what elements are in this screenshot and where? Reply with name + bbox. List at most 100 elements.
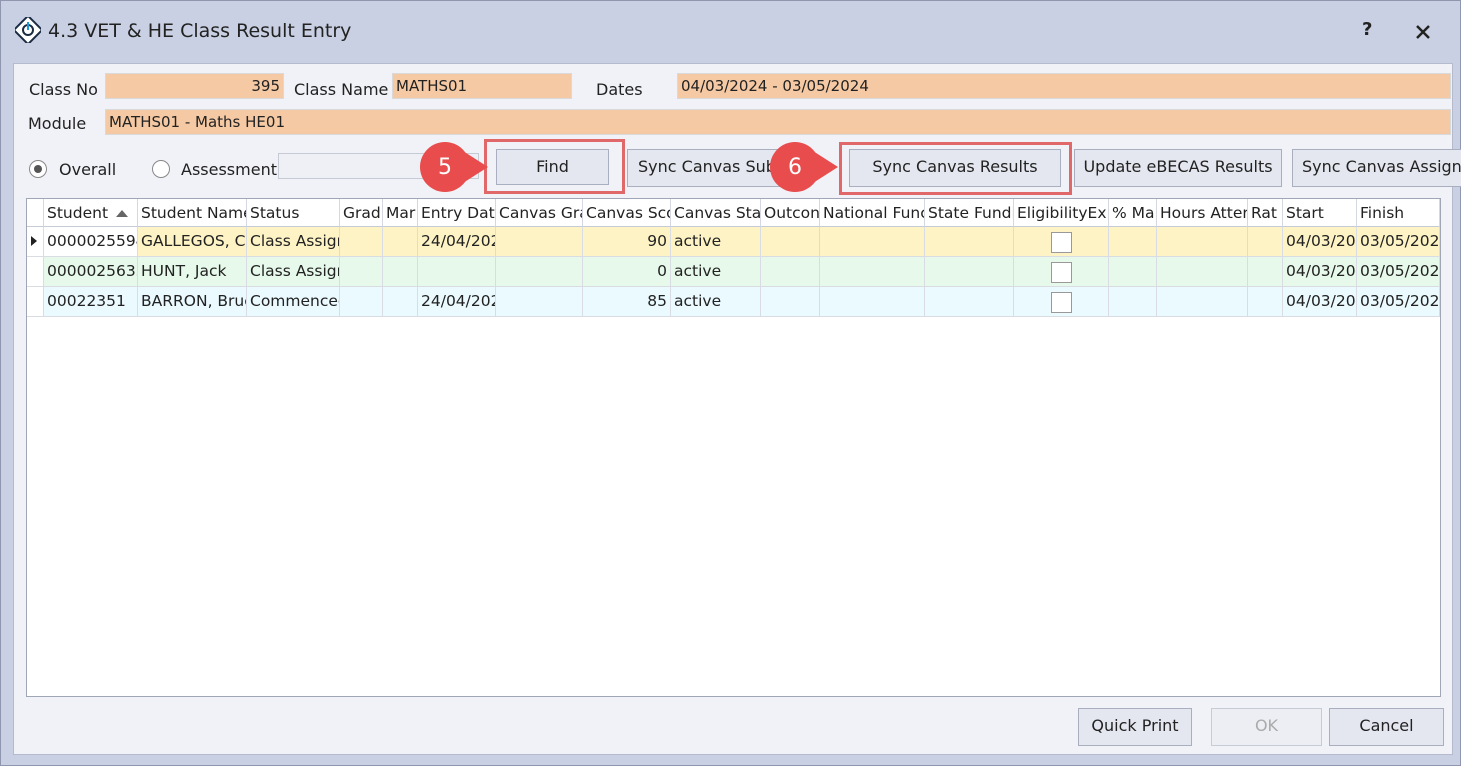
column-header[interactable]: Finish	[1357, 199, 1440, 227]
grid-cell[interactable]	[418, 257, 496, 287]
grid-cell[interactable]: Class Assign	[247, 227, 340, 257]
grid-cell[interactable]: Class Assign	[247, 257, 340, 287]
column-header[interactable]: % Ma	[1109, 199, 1157, 227]
grid-cell[interactable]: active	[671, 287, 761, 317]
grid-cell[interactable]	[383, 227, 418, 257]
checkbox[interactable]	[1051, 232, 1072, 253]
label: Class Name	[294, 80, 389, 99]
column-header[interactable]: Rat	[1248, 199, 1283, 227]
grid-cell[interactable]	[925, 227, 1014, 257]
radio-label[interactable]: Overall	[59, 160, 117, 179]
grid-cell[interactable]: HUNT, Jack	[138, 257, 247, 287]
sync-results-button[interactable]: Sync Canvas Results	[849, 149, 1061, 187]
callout: 5	[420, 142, 488, 192]
grid-cell[interactable]: 04/03/20	[1283, 227, 1357, 257]
help-button[interactable]: ?	[1362, 19, 1373, 40]
checkbox[interactable]	[1051, 262, 1072, 283]
grid-cell[interactable]	[1014, 287, 1109, 317]
update-results-button[interactable]: Update eBECAS Results	[1074, 149, 1282, 187]
column-header[interactable]: EligibilityEx	[1014, 199, 1109, 227]
callout-number: 5	[438, 155, 452, 180]
column-header[interactable]: Grad	[340, 199, 383, 227]
grid-cell[interactable]: 03/05/202	[1357, 257, 1440, 287]
grid-cell[interactable]	[925, 257, 1014, 287]
column-header[interactable]: Start	[1283, 199, 1357, 227]
grid-cell[interactable]	[1248, 287, 1283, 317]
grid-cell[interactable]	[1157, 287, 1248, 317]
column-header[interactable]: Mar	[383, 199, 418, 227]
grid-cell[interactable]: 03/05/202	[1357, 287, 1440, 317]
column-header[interactable]: Status	[247, 199, 340, 227]
column-header[interactable]: National Func	[820, 199, 925, 227]
grid-cell[interactable]	[340, 287, 383, 317]
grid-cell[interactable]: 24/04/202	[418, 227, 496, 257]
grid-cell[interactable]: active	[671, 257, 761, 287]
module-field[interactable]: MATHS01 - Maths HE01	[105, 109, 1451, 135]
grid-cell[interactable]: 00022351	[44, 287, 138, 317]
class-name-field[interactable]: MATHS01	[392, 73, 572, 99]
grid-cell[interactable]	[1014, 257, 1109, 287]
grid-cell[interactable]	[761, 257, 820, 287]
sync-assignments-button[interactable]: Sync Canvas Assignm	[1292, 149, 1461, 187]
column-header[interactable]: Outcon	[761, 199, 820, 227]
row-indicator	[27, 227, 44, 257]
grid-cell[interactable]	[1248, 257, 1283, 287]
column-header[interactable]: Canvas Sta	[671, 199, 761, 227]
quick-print-button[interactable]: Quick Print	[1078, 708, 1192, 746]
column-header[interactable]: Student Name	[138, 199, 247, 227]
grid-cell[interactable]	[761, 287, 820, 317]
find-button[interactable]: Find	[496, 149, 609, 185]
grid-cell[interactable]	[1157, 257, 1248, 287]
grid-cell[interactable]	[383, 257, 418, 287]
grid-cell[interactable]: 0	[583, 257, 671, 287]
grid-cell[interactable]	[1109, 227, 1157, 257]
grid-cell[interactable]	[1157, 227, 1248, 257]
sync-submissions-button[interactable]: Sync Canvas Subm	[627, 149, 787, 187]
grid-cell[interactable]	[820, 287, 925, 317]
grid-cell[interactable]: 90	[583, 227, 671, 257]
grid-cell[interactable]	[820, 257, 925, 287]
grid-cell[interactable]	[383, 287, 418, 317]
label: Module	[28, 114, 87, 133]
grid-cell[interactable]: 03/05/202	[1357, 227, 1440, 257]
grid-cell[interactable]	[761, 227, 820, 257]
grid-cell[interactable]: 85	[583, 287, 671, 317]
grid-cell[interactable]: BARRON, Bruc	[138, 287, 247, 317]
dates-field[interactable]: 04/03/2024 - 03/05/2024	[677, 73, 1451, 99]
grid-cell[interactable]	[1109, 257, 1157, 287]
grid-cell[interactable]	[496, 257, 583, 287]
grid-cell[interactable]: 0000025594	[44, 227, 138, 257]
column-header[interactable]: State Fundi	[925, 199, 1014, 227]
grid-cell[interactable]	[496, 227, 583, 257]
radio-assessment[interactable]	[152, 160, 170, 178]
grid-cell[interactable]	[925, 287, 1014, 317]
grid-cell[interactable]	[340, 257, 383, 287]
ok-button: OK	[1211, 708, 1322, 746]
column-header[interactable]: Canvas Sco	[583, 199, 671, 227]
grid-cell[interactable]	[820, 227, 925, 257]
grid-cell[interactable]: GALLEGOS, Ca	[138, 227, 247, 257]
column-header[interactable]: Canvas Gra	[496, 199, 583, 227]
column-header[interactable]: Entry Dat	[418, 199, 496, 227]
grid-cell[interactable]	[1109, 287, 1157, 317]
grid-cell[interactable]: 04/03/20	[1283, 257, 1357, 287]
grid-cell[interactable]: 24/04/202	[418, 287, 496, 317]
grid-cell[interactable]: 04/03/20	[1283, 287, 1357, 317]
label: Class No	[29, 80, 98, 99]
grid-cell[interactable]	[496, 287, 583, 317]
grid-cell[interactable]: 0000025633	[44, 257, 138, 287]
label: Dates	[596, 80, 643, 99]
cancel-button[interactable]: Cancel	[1329, 708, 1444, 746]
grid-cell[interactable]: Commencec	[247, 287, 340, 317]
grid-cell[interactable]	[1014, 227, 1109, 257]
radio-overall[interactable]	[29, 160, 47, 178]
grid-cell[interactable]: active	[671, 227, 761, 257]
grid-cell[interactable]	[1248, 227, 1283, 257]
radio-label[interactable]: Assessment	[181, 160, 277, 179]
column-header[interactable]: Hours Atter	[1157, 199, 1248, 227]
checkbox[interactable]	[1051, 292, 1072, 313]
close-button[interactable]	[1415, 24, 1431, 40]
class-no-field[interactable]: 395	[105, 73, 284, 99]
grid-cell[interactable]	[340, 227, 383, 257]
